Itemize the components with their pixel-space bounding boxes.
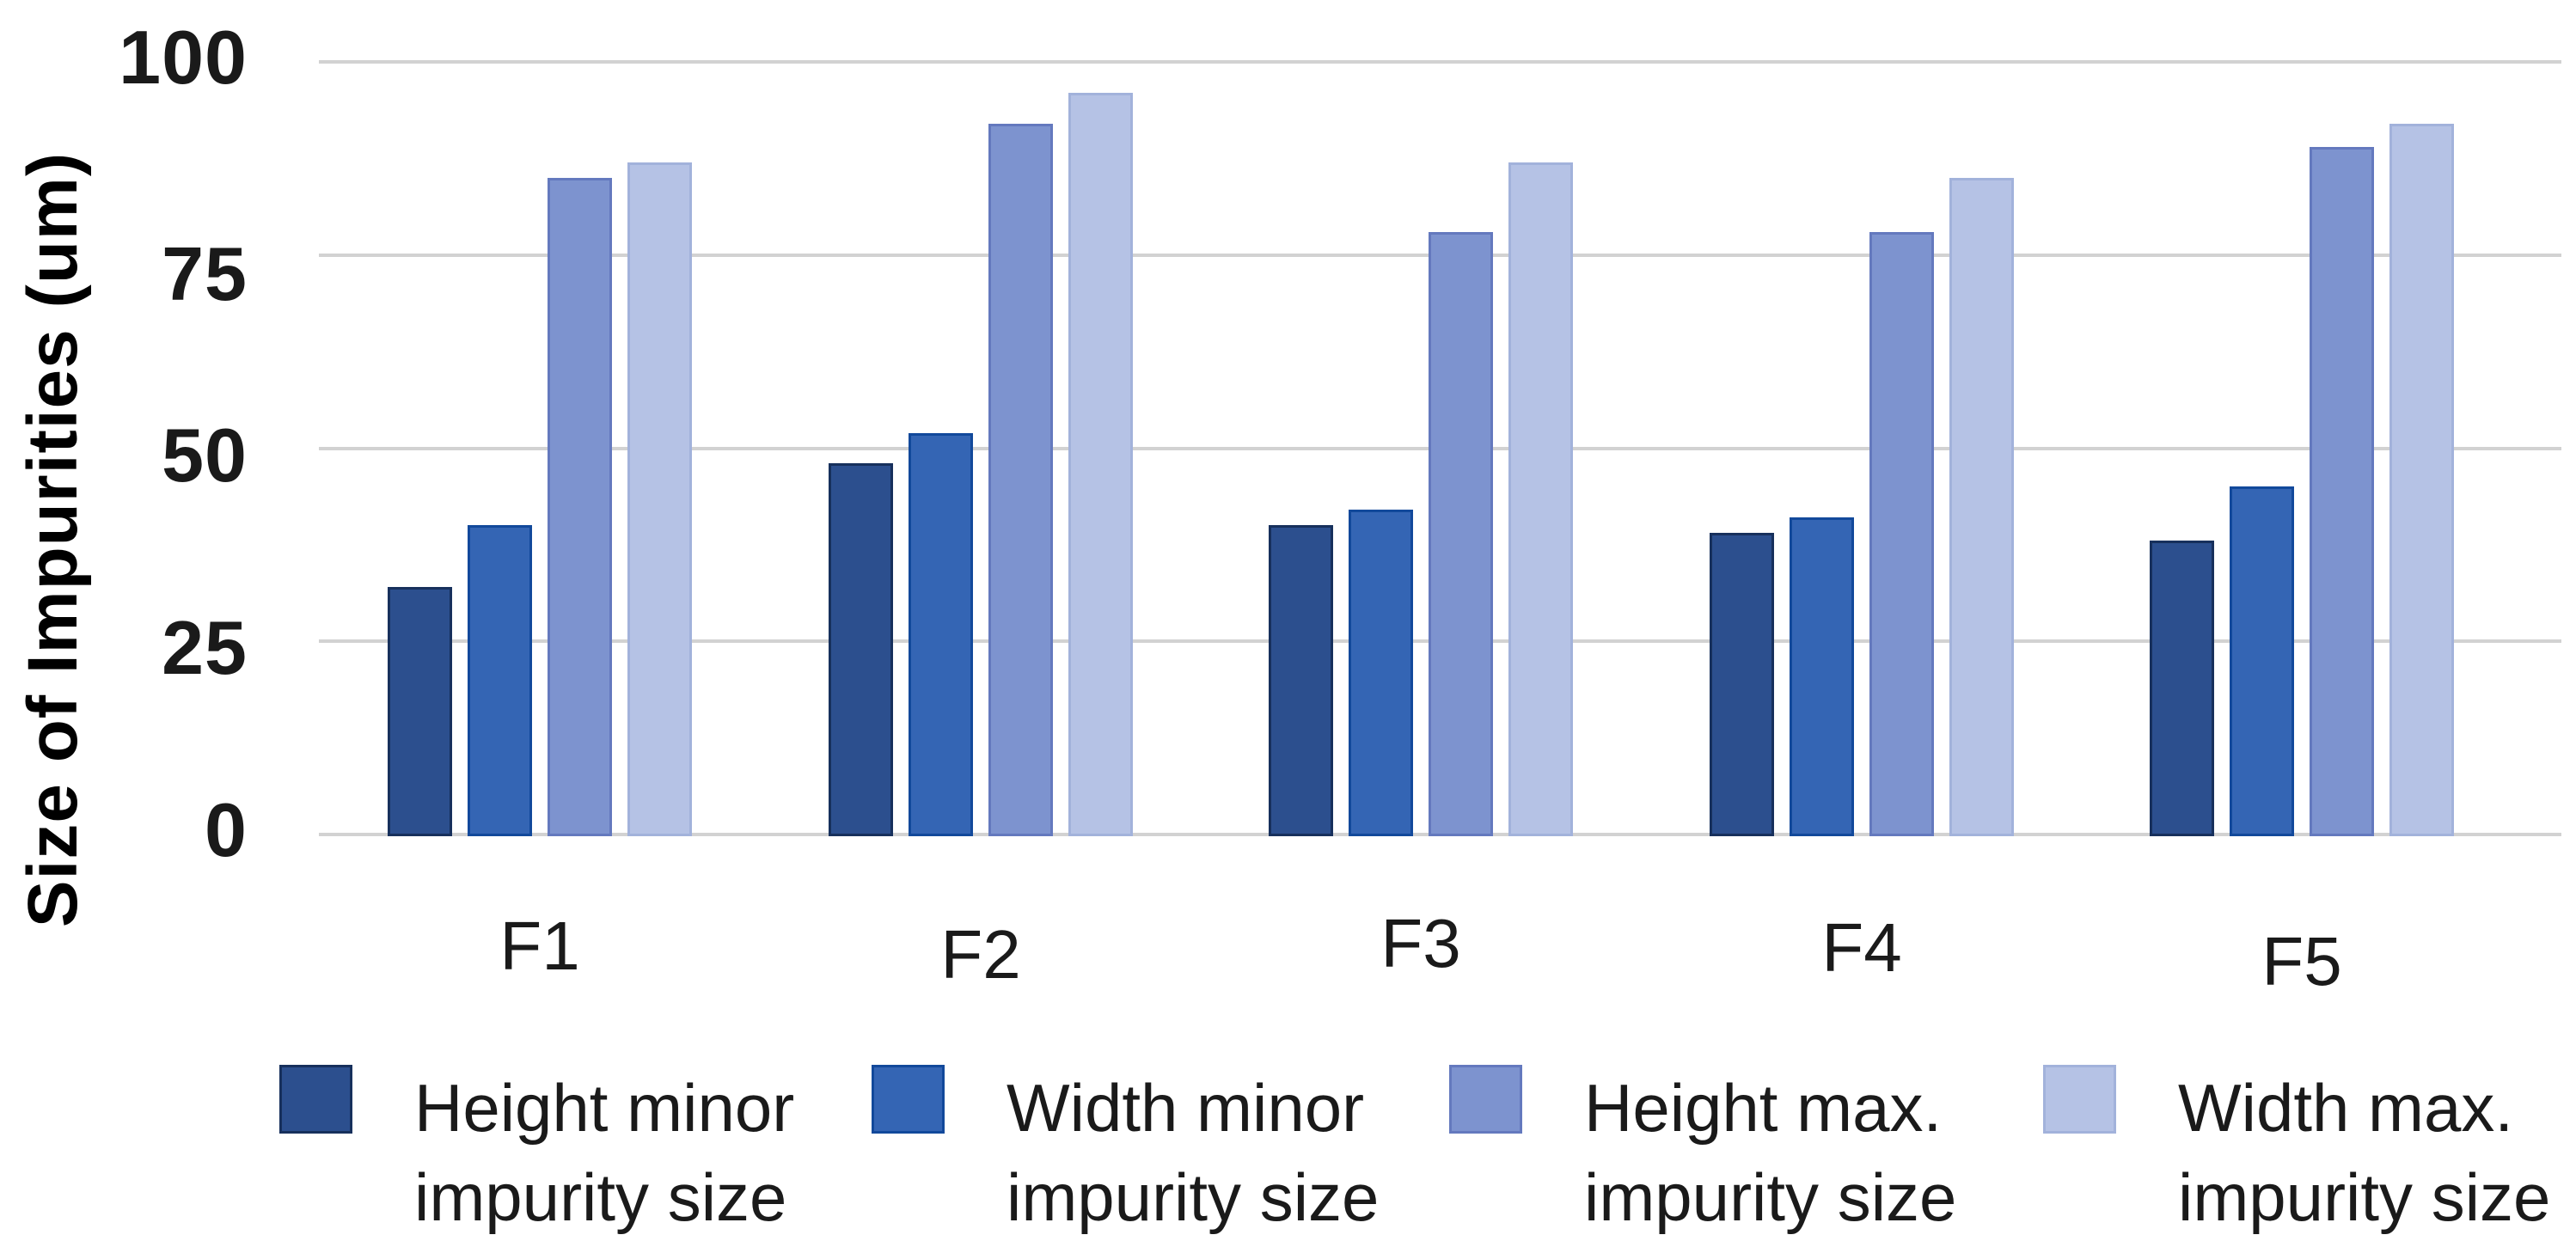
gridline-y100 <box>319 60 2561 64</box>
y-tick-label-75: 75 <box>162 230 248 316</box>
legend-swatch-series4 <box>2043 1065 2116 1134</box>
bar-F2-series3 <box>988 124 1053 836</box>
legend-label-series4: Width max. impurity size <box>2178 1063 2550 1241</box>
legend-swatch-series2 <box>872 1065 945 1134</box>
x-axis-label-F2: F2 <box>940 916 1021 993</box>
bar-F1-series3 <box>548 178 612 836</box>
bar-F5-series1 <box>2150 541 2214 836</box>
bar-F4-series2 <box>1790 517 1854 836</box>
bar-F2-series4 <box>1068 93 1133 836</box>
bar-F2-series1 <box>829 463 893 836</box>
bar-F3-series1 <box>1269 525 1333 836</box>
legend-label-line2: impurity size <box>1007 1159 1380 1235</box>
bar-F1-series4 <box>627 162 692 836</box>
bar-F3-series4 <box>1508 162 1573 836</box>
bar-F3-series3 <box>1429 232 1493 836</box>
y-tick-label-50: 50 <box>162 412 248 498</box>
legend-label-line1: Height minor <box>414 1070 795 1146</box>
bar-F1-series1 <box>388 587 452 836</box>
legend-label-line1: Width max. <box>2178 1070 2514 1146</box>
x-axis-label-F3: F3 <box>1380 905 1461 981</box>
legend-label-line1: Height max. <box>1584 1070 1943 1146</box>
y-tick-label-25: 25 <box>162 605 248 691</box>
bar-F3-series2 <box>1349 510 1413 836</box>
legend-label-line1: Width minor <box>1007 1070 1365 1146</box>
legend-label-line2: impurity size <box>2178 1159 2551 1235</box>
legend-label-series3: Height max. impurity size <box>1584 1063 1956 1241</box>
legend-label-series2: Width minor impurity size <box>1007 1063 1379 1241</box>
bar-F4-series3 <box>1869 232 1934 836</box>
bar-F2-series2 <box>909 433 973 836</box>
bar-F5-series4 <box>2389 124 2454 836</box>
bar-F4-series1 <box>1710 533 1774 836</box>
legend-label-line2: impurity size <box>414 1159 787 1235</box>
x-axis-label-F1: F1 <box>499 908 580 984</box>
legend-swatch-series3 <box>1449 1065 1522 1134</box>
y-tick-label-0: 0 <box>205 787 248 872</box>
y-tick-label-100: 100 <box>119 15 248 100</box>
bar-F5-series3 <box>2310 147 2374 836</box>
bar-F4-series4 <box>1949 178 2014 836</box>
bar-F5-series2 <box>2230 486 2294 836</box>
legend-swatch-series1 <box>279 1065 352 1134</box>
legend-label-line2: impurity size <box>1584 1159 1957 1235</box>
bar-F1-series2 <box>468 525 532 836</box>
x-axis-label-F5: F5 <box>2261 923 2342 1000</box>
legend-label-series1: Height minor impurity size <box>414 1063 794 1241</box>
x-axis-label-F4: F4 <box>1821 909 1902 986</box>
